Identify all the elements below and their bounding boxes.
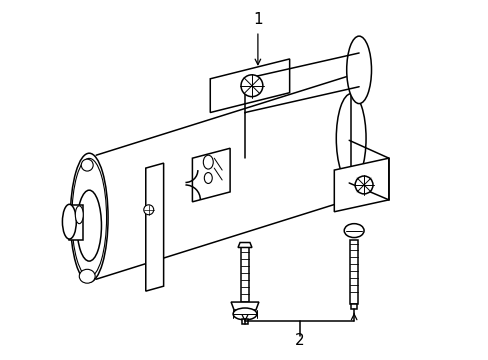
Ellipse shape [70,153,108,282]
Polygon shape [244,53,358,113]
Ellipse shape [203,155,213,169]
Polygon shape [238,243,251,247]
Polygon shape [242,319,247,324]
Polygon shape [334,158,388,212]
Polygon shape [231,302,258,310]
Ellipse shape [77,190,101,261]
Ellipse shape [75,206,83,224]
Ellipse shape [233,308,256,320]
Polygon shape [145,163,163,291]
Polygon shape [192,148,230,202]
Polygon shape [350,304,356,309]
Ellipse shape [241,75,263,96]
Ellipse shape [62,204,76,239]
Ellipse shape [344,224,364,238]
Ellipse shape [354,176,372,194]
Ellipse shape [79,269,95,283]
Ellipse shape [81,159,93,171]
Polygon shape [241,247,248,302]
Ellipse shape [346,36,371,104]
Text: 2: 2 [294,333,304,348]
Ellipse shape [143,205,153,215]
Polygon shape [210,59,289,113]
Ellipse shape [336,94,366,183]
Polygon shape [96,76,348,279]
Polygon shape [349,239,357,304]
Ellipse shape [204,172,212,184]
Polygon shape [69,205,83,239]
Text: 1: 1 [253,12,262,27]
